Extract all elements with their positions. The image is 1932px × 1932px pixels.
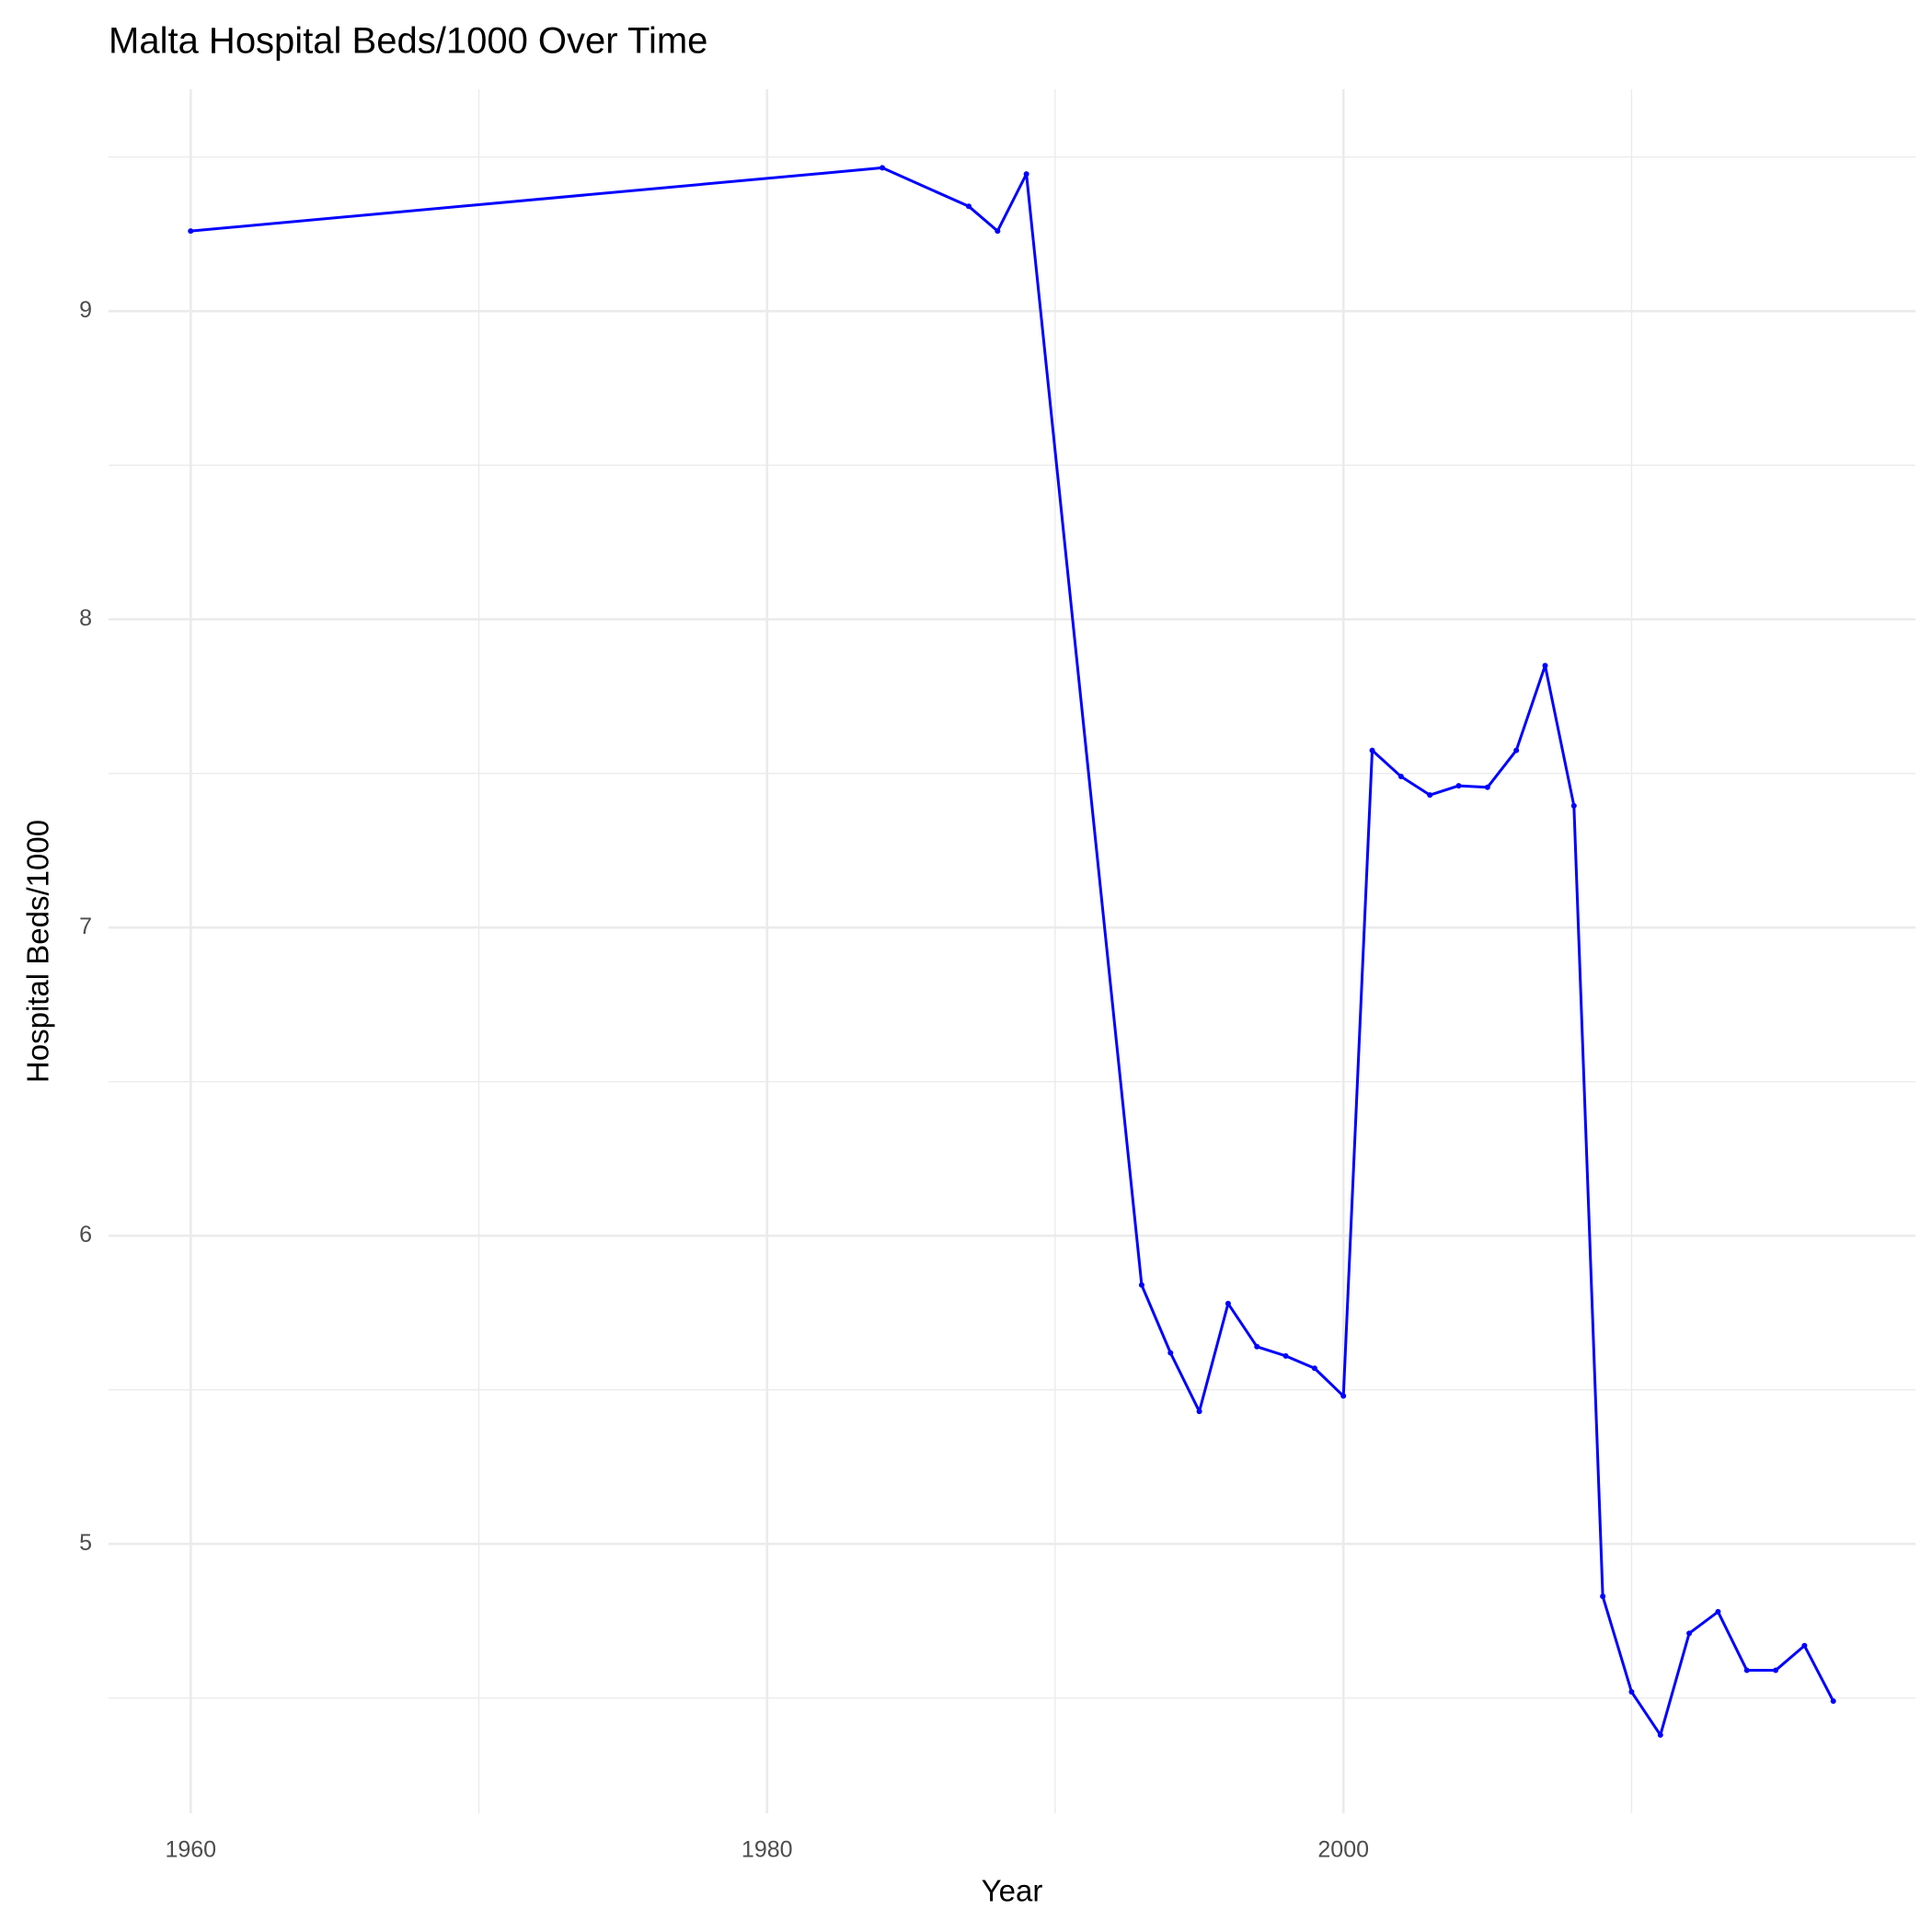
data-point (1455, 783, 1462, 789)
data-point (880, 165, 886, 171)
data-point (1167, 1350, 1174, 1356)
data-point (1743, 1667, 1750, 1673)
data-point (1600, 1593, 1606, 1600)
data-point (1513, 747, 1520, 753)
data-line (190, 166, 1835, 1737)
data-point (1628, 1689, 1635, 1696)
data-point (966, 203, 972, 210)
data-point (1801, 1642, 1808, 1649)
data-point (1369, 747, 1375, 753)
y-tick-label: 5 (79, 1530, 92, 1556)
data-point (1542, 662, 1548, 669)
data-point (1570, 802, 1577, 809)
x-tick-label: 1980 (742, 1837, 793, 1863)
data-point (1397, 774, 1404, 780)
data-point (1196, 1409, 1202, 1415)
data-point (1830, 1698, 1836, 1705)
chart-title: Malta Hospital Beds/1000 Over Time (109, 21, 707, 62)
y-tick-label: 6 (79, 1222, 92, 1248)
data-point (1715, 1608, 1721, 1615)
y-axis-title: Hospital Beds/1000 (21, 820, 55, 1083)
data-point (1773, 1667, 1779, 1673)
data-point (1484, 784, 1490, 790)
data-point (1427, 792, 1433, 799)
data-point (1340, 1393, 1347, 1399)
x-tick-label: 1960 (165, 1837, 216, 1863)
x-axis-title: Year (982, 1874, 1043, 1908)
x-tick-label: 2000 (1317, 1837, 1369, 1863)
y-tick-label: 8 (79, 605, 92, 631)
data-point (1023, 171, 1029, 178)
data-point (1254, 1343, 1260, 1350)
data-point (1657, 1731, 1663, 1738)
data-point (1282, 1352, 1289, 1359)
y-tick-label: 9 (79, 297, 92, 323)
data-point (188, 228, 194, 235)
data-point (1686, 1630, 1693, 1637)
data-point (1138, 1282, 1144, 1288)
data-point (1311, 1365, 1317, 1372)
data-point (995, 228, 1001, 235)
data-point (1225, 1300, 1231, 1306)
y-tick-label: 7 (79, 914, 92, 939)
